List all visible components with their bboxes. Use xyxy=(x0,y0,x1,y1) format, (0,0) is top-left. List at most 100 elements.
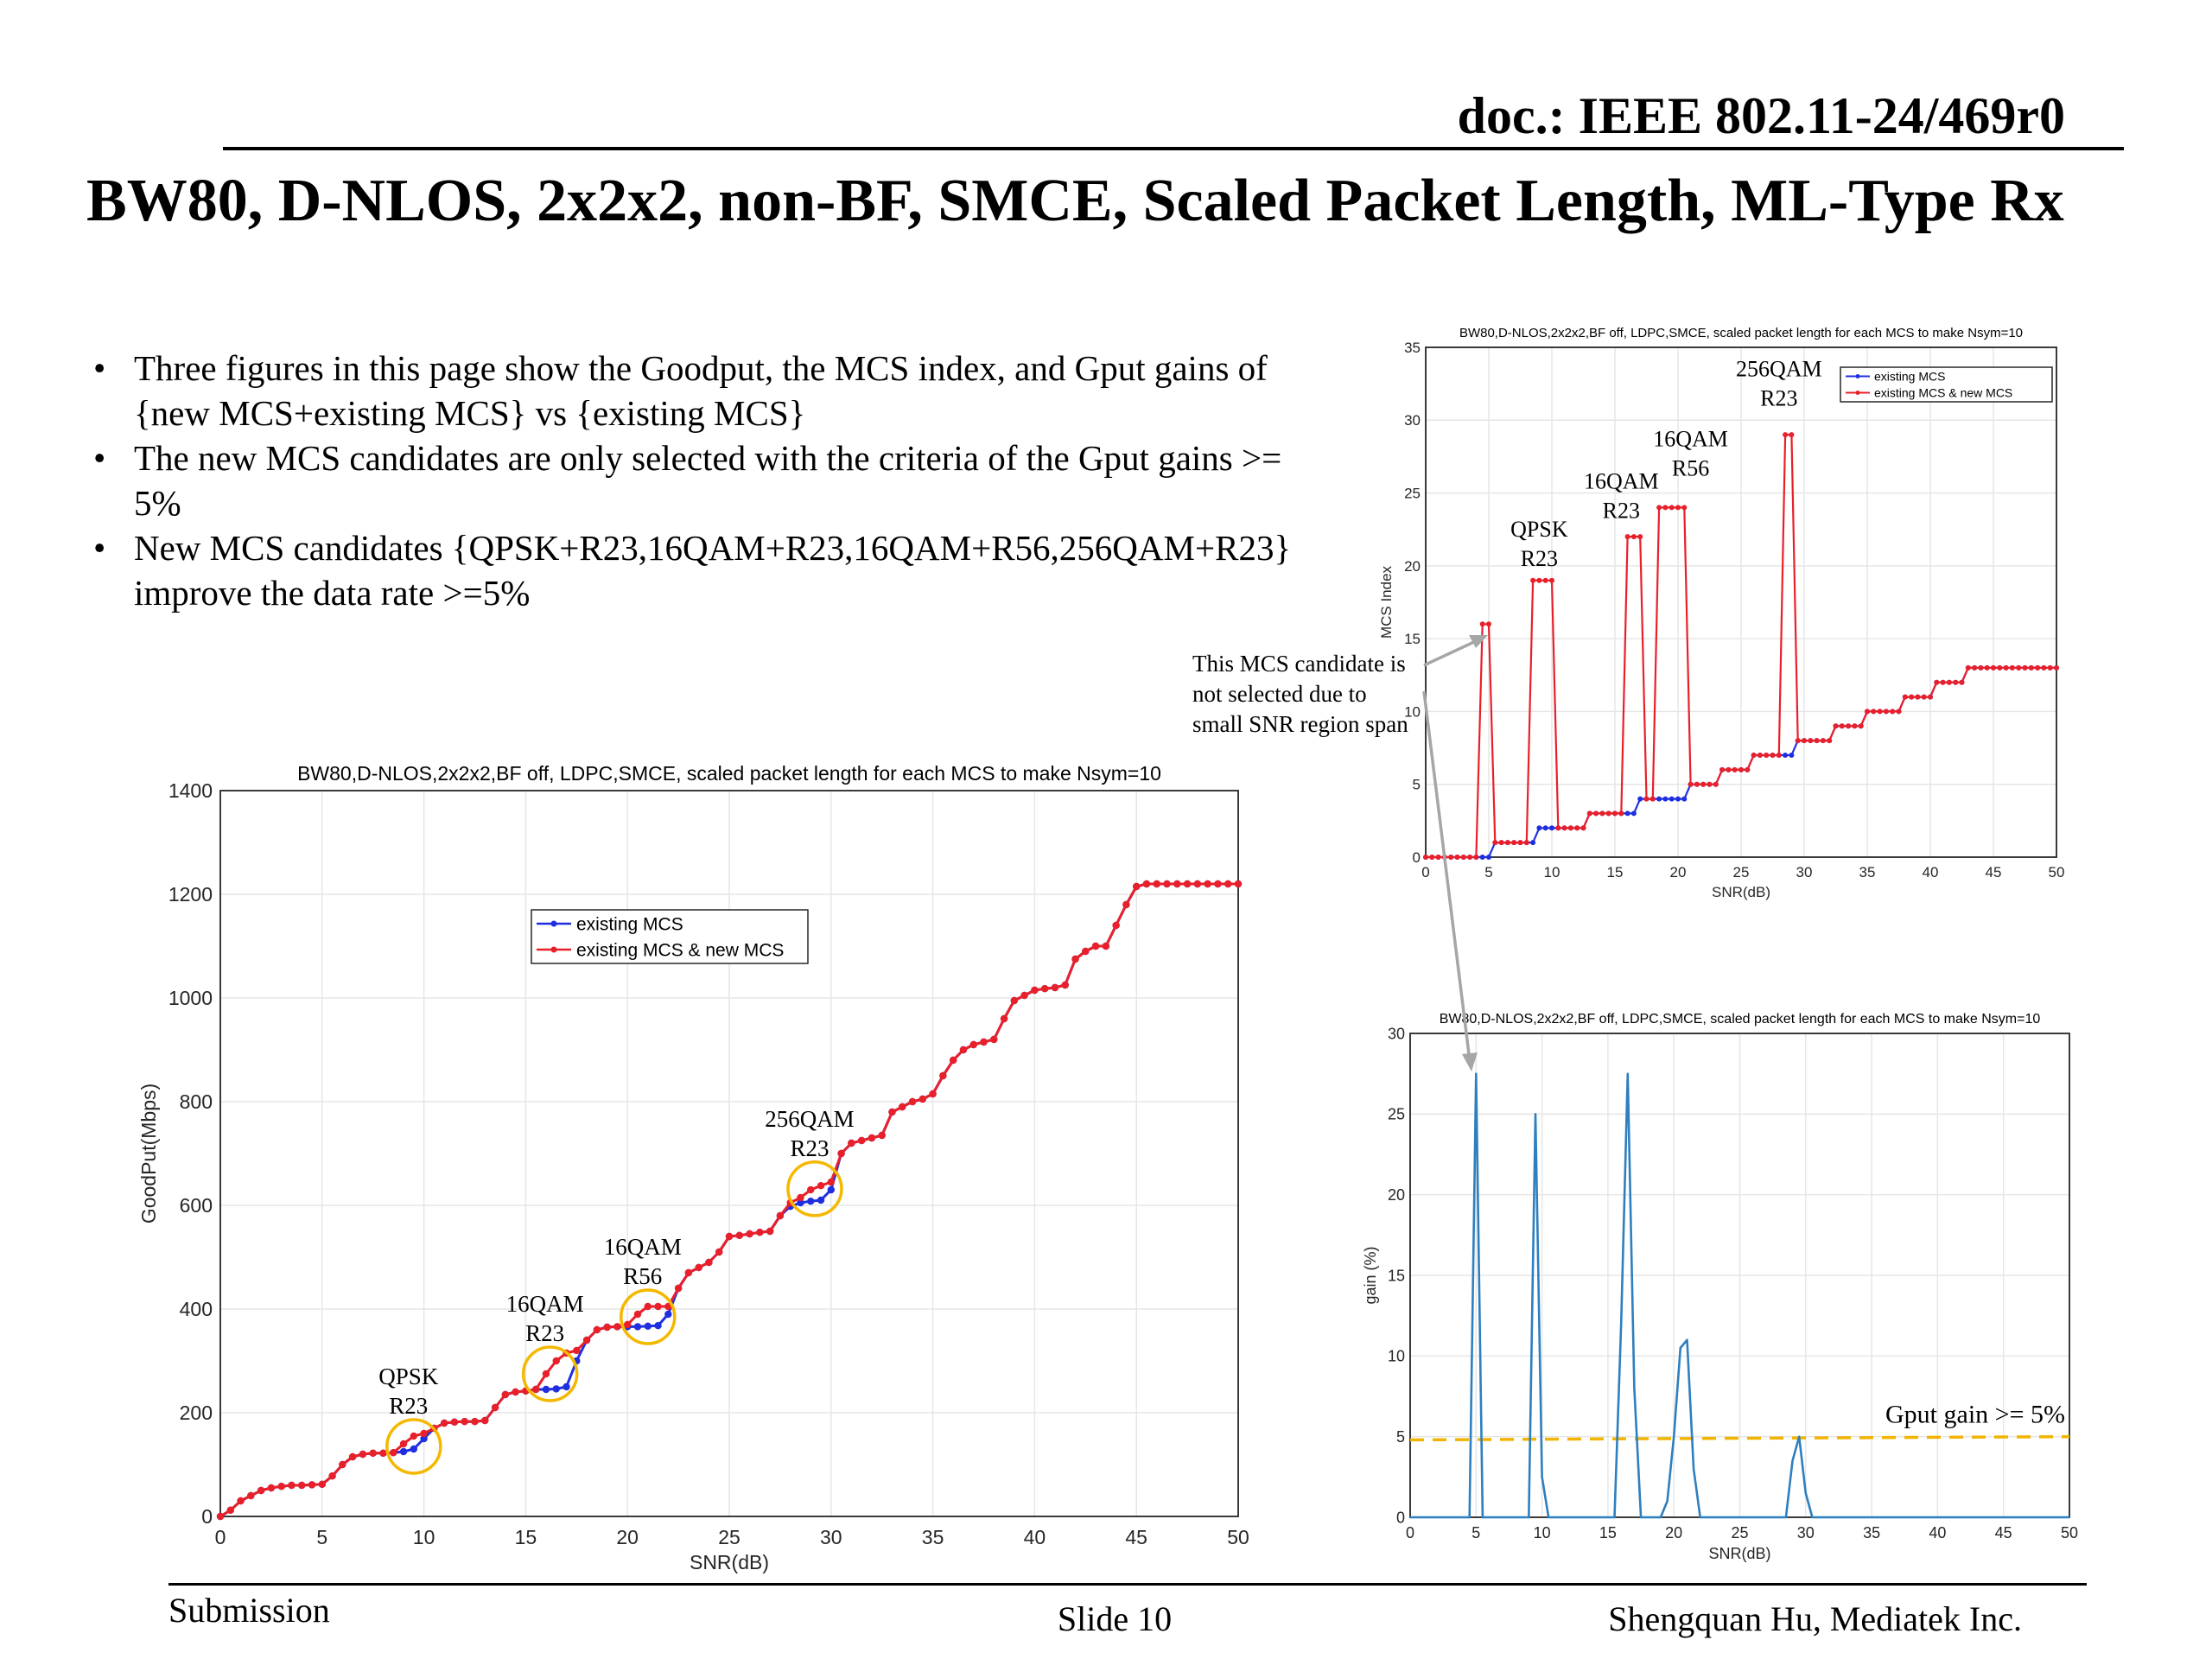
data-point xyxy=(857,1136,866,1145)
data-point xyxy=(531,1385,540,1394)
data-point xyxy=(1978,664,1984,671)
legend-label: existing MCS & new MCS xyxy=(1874,386,2012,400)
data-point xyxy=(725,1232,734,1241)
data-point xyxy=(797,1198,804,1207)
callout-arrowhead xyxy=(1469,635,1488,648)
legend-label: existing MCS & new MCS xyxy=(576,941,784,961)
data-point xyxy=(969,1040,977,1049)
data-point xyxy=(1040,985,1049,993)
legend-box xyxy=(1840,366,2053,403)
data-point xyxy=(1820,738,1826,744)
data-point xyxy=(2054,664,2059,671)
bullet-item: Three figures in this page show the Good… xyxy=(86,346,1313,435)
data-point xyxy=(1486,621,1491,627)
data-point xyxy=(1662,796,1669,802)
data-point xyxy=(1630,810,1637,817)
data-point xyxy=(1454,855,1460,860)
footer-rule xyxy=(168,1583,2087,1586)
data-point xyxy=(1776,753,1782,758)
y-tick-label: 20 xyxy=(1388,1186,1405,1204)
y-axis-label: MCS Index xyxy=(1378,565,1395,639)
data-point xyxy=(298,1481,306,1490)
data-point xyxy=(1656,505,1662,511)
annotation-label: QPSK xyxy=(378,1363,439,1389)
y-tick-label: 1000 xyxy=(168,987,213,1009)
data-point xyxy=(1921,694,1927,700)
data-point xyxy=(1946,679,1952,685)
data-point xyxy=(1681,796,1688,802)
data-point xyxy=(288,1481,296,1490)
data-point xyxy=(1173,880,1181,888)
data-point xyxy=(633,1310,642,1319)
data-point xyxy=(348,1452,357,1461)
y-tick-label: 0 xyxy=(201,1505,213,1528)
data-point xyxy=(1504,840,1510,846)
data-point xyxy=(1649,796,1656,802)
data-point xyxy=(644,1322,652,1330)
callout-text: small SNR region span xyxy=(1192,711,1408,737)
data-point xyxy=(624,1320,632,1329)
data-point xyxy=(664,1302,672,1311)
y-tick-label: 10 xyxy=(1388,1348,1405,1365)
callout-arrow xyxy=(1422,690,1471,1055)
data-point xyxy=(1204,880,1211,888)
data-point xyxy=(471,1418,479,1426)
x-tick-label: 0 xyxy=(215,1526,226,1548)
data-point xyxy=(695,1263,702,1272)
data-point xyxy=(1991,664,1996,671)
data-point xyxy=(1997,664,2003,671)
data-point xyxy=(1555,825,1561,831)
data-point xyxy=(593,1325,601,1334)
chart-title: BW80,D-NLOS,2x2x2,BF off, LDPC,SMCE, sca… xyxy=(297,762,1161,785)
data-point xyxy=(878,1131,886,1140)
data-point xyxy=(390,1449,397,1457)
y-tick-label: 1200 xyxy=(168,883,213,906)
data-point xyxy=(1738,766,1744,772)
y-axis-label: gain (%) xyxy=(1362,1246,1379,1304)
data-point xyxy=(552,1357,560,1365)
data-point xyxy=(1423,855,1428,860)
highlight-circle xyxy=(385,1418,442,1475)
data-point xyxy=(2047,664,2053,671)
y-tick-label: 5 xyxy=(1413,777,1421,793)
annotation-label: R23 xyxy=(525,1320,564,1346)
annotation-label: R23 xyxy=(790,1135,829,1161)
x-axis-label: SNR(dB) xyxy=(1708,1545,1770,1562)
data-point xyxy=(1719,766,1726,772)
data-point xyxy=(2035,664,2041,671)
mcs-index-chart: 0 5 10 15 20 25 30 35 40 45 50 0 5 10 15 20 25 30 35 BW80,D… xyxy=(1378,326,2064,900)
x-tick-label: 15 xyxy=(515,1526,537,1548)
annotation-label: 256QAM xyxy=(765,1106,855,1132)
legend-box xyxy=(531,909,809,964)
x-tick-label: 5 xyxy=(1471,1524,1480,1541)
data-point xyxy=(1593,810,1599,817)
data-point xyxy=(582,1336,591,1344)
data-point xyxy=(705,1258,713,1267)
data-point xyxy=(379,1449,387,1457)
data-point xyxy=(827,1178,835,1186)
data-point xyxy=(1902,694,1908,700)
chart-title: BW80,D-NLOS,2x2x2,BF off, LDPC,SMCE, sca… xyxy=(1459,326,2023,340)
y-tick-label: 15 xyxy=(1404,631,1421,647)
data-point xyxy=(1605,810,1611,817)
data-point xyxy=(461,1418,468,1426)
data-point xyxy=(715,1248,723,1256)
threshold-line xyxy=(1409,1434,2070,1442)
y-tick-label: 1400 xyxy=(168,779,213,802)
x-tick-label: 0 xyxy=(1406,1524,1414,1541)
data-point xyxy=(1909,694,1915,700)
data-point xyxy=(1523,840,1529,846)
legend-label: existing MCS xyxy=(576,915,683,935)
data-point xyxy=(573,1346,581,1355)
slide-title: BW80, D-NLOS, 2x2x2, non-BF, SMCE, Scale… xyxy=(86,168,2064,234)
data-point xyxy=(267,1484,276,1492)
data-point xyxy=(1486,855,1491,860)
data-point xyxy=(746,1230,753,1238)
data-point xyxy=(1071,955,1079,963)
bullet-list: Three figures in this page show the Good… xyxy=(86,346,1313,615)
data-point xyxy=(1031,986,1039,995)
x-tick-label: 20 xyxy=(616,1526,639,1548)
data-point xyxy=(908,1097,917,1106)
data-point xyxy=(1183,880,1192,888)
